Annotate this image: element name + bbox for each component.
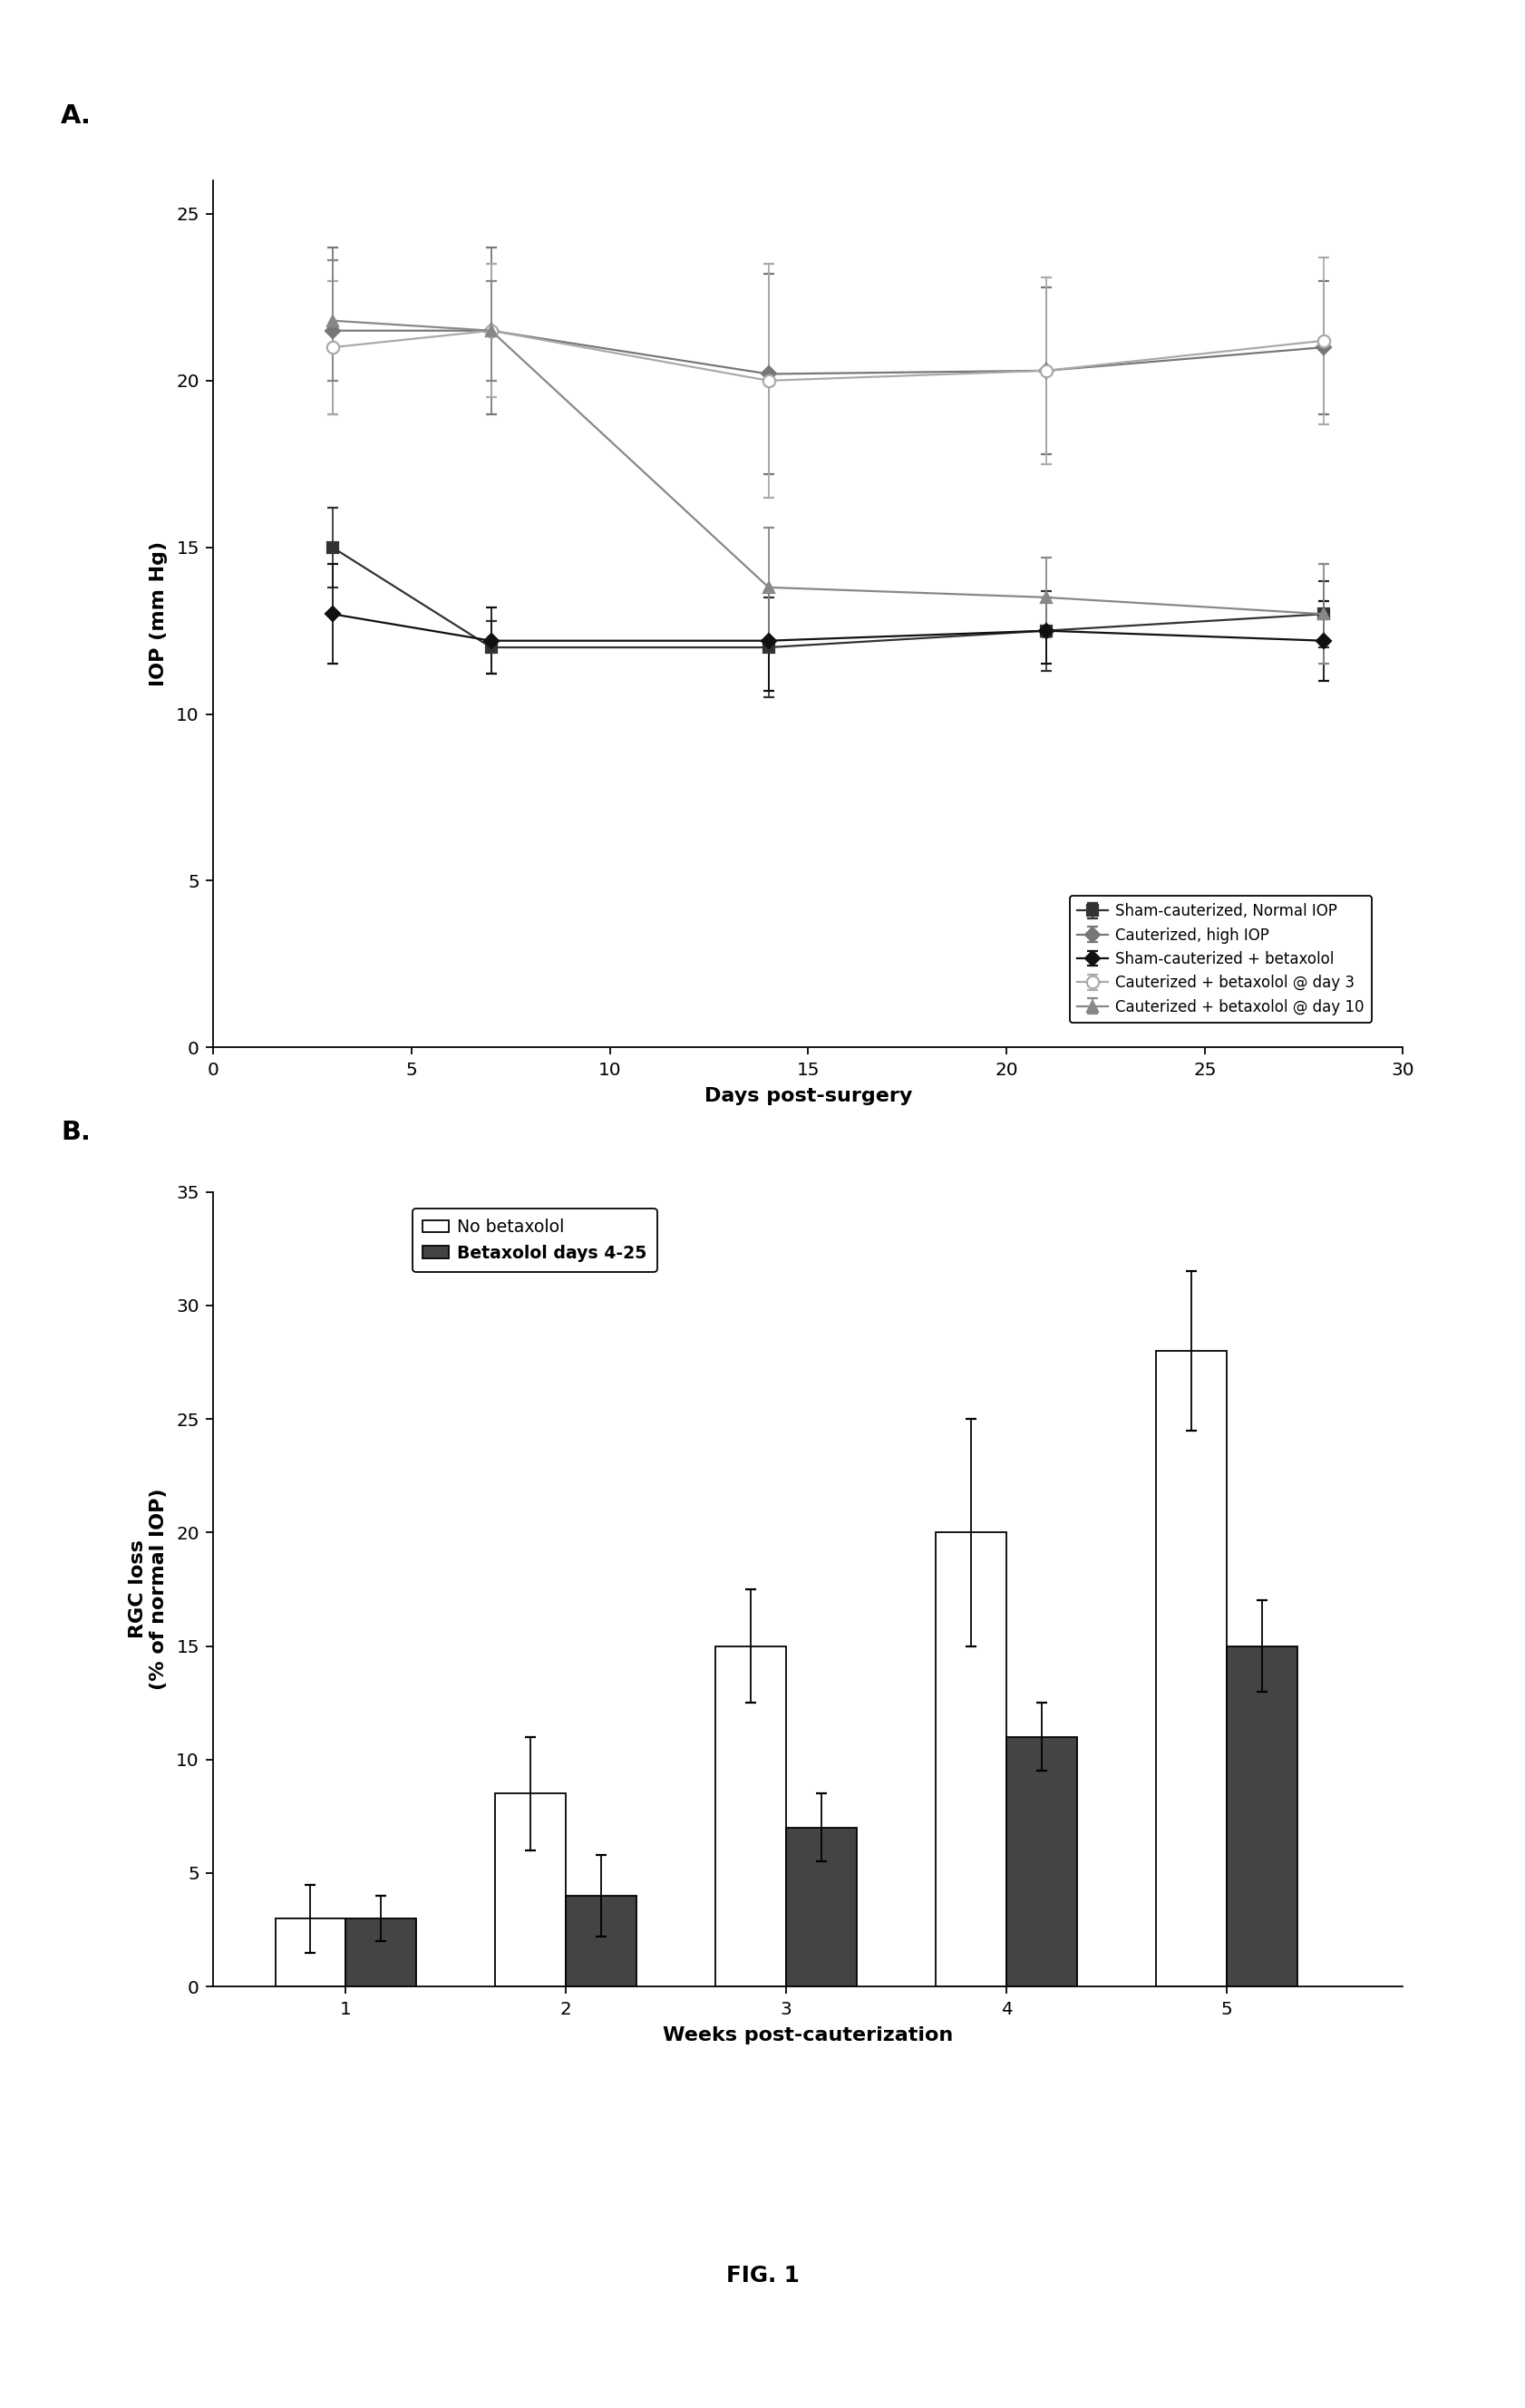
Text: B.: B. xyxy=(61,1120,91,1146)
Bar xyxy=(1156,1351,1226,1987)
Bar xyxy=(936,1531,1007,1987)
Bar xyxy=(346,1919,416,1987)
Y-axis label: RGC loss
(% of normal IOP): RGC loss (% of normal IOP) xyxy=(130,1488,168,1690)
Bar xyxy=(1007,1736,1077,1987)
Legend: Sham-cauterized, Normal IOP, Cauterized, high IOP, Sham-cauterized + betaxolol, : Sham-cauterized, Normal IOP, Cauterized,… xyxy=(1071,896,1371,1023)
Legend: No betaxolol, Betaxolol days 4-25: No betaxolol, Betaxolol days 4-25 xyxy=(412,1209,657,1271)
Bar xyxy=(496,1794,566,1987)
X-axis label: Days post-surgery: Days post-surgery xyxy=(705,1086,912,1105)
X-axis label: Weeks post-cauterization: Weeks post-cauterization xyxy=(663,2025,953,2044)
Bar xyxy=(787,1828,857,1987)
Text: A.: A. xyxy=(61,104,91,130)
Bar xyxy=(566,1895,636,1987)
Y-axis label: IOP (mm Hg): IOP (mm Hg) xyxy=(149,542,168,686)
Text: FIG. 1: FIG. 1 xyxy=(726,2264,799,2288)
Bar xyxy=(1226,1647,1298,1987)
Bar xyxy=(274,1919,346,1987)
Bar xyxy=(715,1647,787,1987)
